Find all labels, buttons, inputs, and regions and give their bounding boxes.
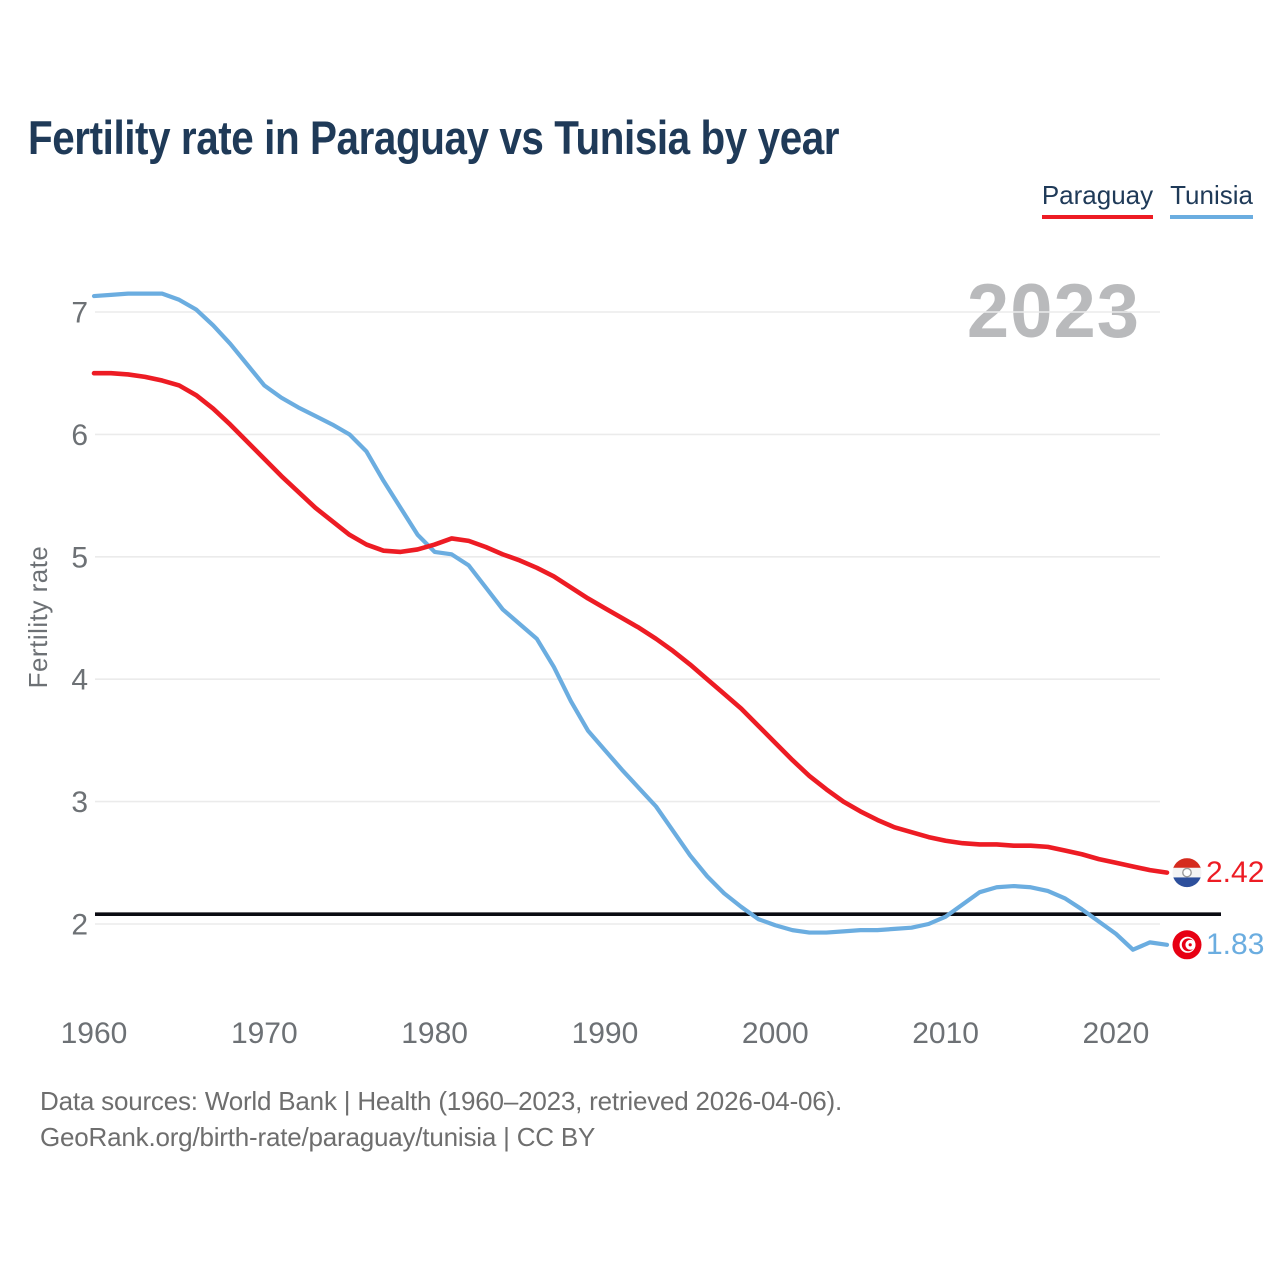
y-tick-label: 5 (71, 541, 88, 574)
chart-title: Fertility rate in Paraguay vs Tunisia by… (28, 111, 840, 164)
y-tick-label: 7 (71, 297, 88, 330)
y-axis-title: Fertility rate (23, 546, 53, 689)
y-tick-label: 4 (71, 664, 88, 697)
tunisia-end-value: 1.83 (1206, 928, 1265, 961)
x-tick-label: 1970 (231, 1017, 298, 1050)
tunisia-series-line (91, 291, 1170, 952)
y-tick-label: 2 (71, 909, 88, 942)
legend: Paraguay Tunisia (1041, 182, 1253, 219)
footer-link: GeoRank.org/birth-rate/paraguay/tunisia … (40, 1122, 596, 1152)
x-tick-label: 2010 (912, 1017, 979, 1050)
x-tick-label: 1960 (61, 1017, 128, 1050)
y-tick-label: 3 (71, 786, 88, 819)
footer: Data sources: World Bank | Health (1960–… (40, 1083, 842, 1155)
paraguay-flag-icon (1172, 858, 1202, 888)
paraguay-end-value: 2.42 (1206, 856, 1265, 889)
x-tick-label: 1990 (572, 1017, 639, 1050)
y-tick-label: 6 (71, 419, 88, 452)
legend-item-tunisia[interactable]: Tunisia (1170, 182, 1253, 219)
paraguay-series-line (91, 370, 1170, 875)
tunisia-flag-icon (1172, 930, 1202, 960)
x-tick-label: 2000 (742, 1017, 809, 1050)
x-tick-label: 1980 (401, 1017, 468, 1050)
footer-sources: Data sources: World Bank | Health (1960–… (40, 1086, 843, 1116)
legend-item-paraguay[interactable]: Paraguay (1041, 182, 1154, 219)
x-tick-label: 2020 (1083, 1017, 1150, 1050)
